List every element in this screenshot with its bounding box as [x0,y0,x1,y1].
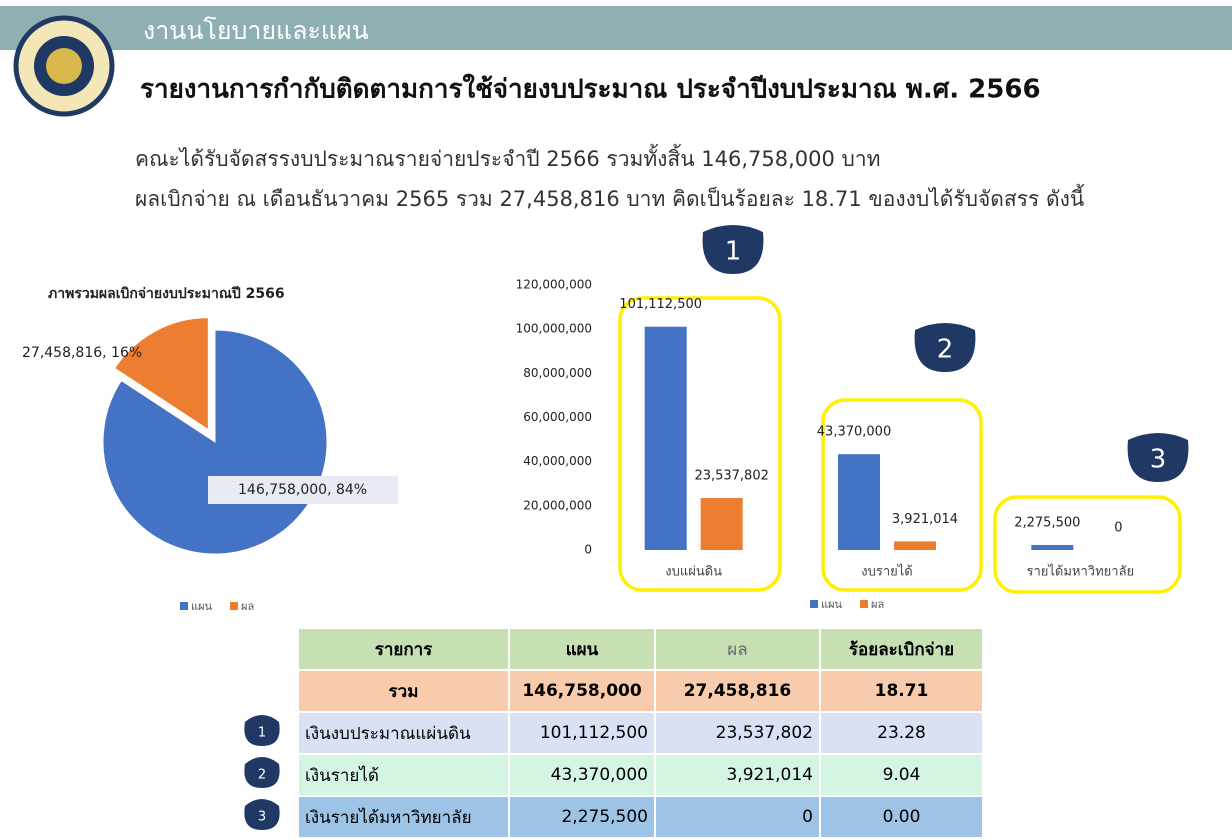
legend-swatch [810,600,818,608]
data-row: เงินรายได้ 43,370,000 3,921,014 9.04 [297,753,984,797]
data-label: 0 [1114,521,1122,536]
cell: เงินงบประมาณแผ่นดิน [297,711,510,755]
x-tick-label: งบรายได้ [861,564,912,580]
pie-slice [114,317,209,431]
legend-swatch [230,602,238,610]
label-box [208,476,398,504]
header-title: รายงานการกำกับติดตามการใช้จ่ายงบประมาณ ป… [140,74,1041,105]
x-tick-label: งบแผ่นดิน [665,565,722,580]
badge-number: 1 [258,726,266,741]
legend-label: แผน [191,600,213,613]
header-cell: ผล [654,627,821,671]
x-tick-label: รายได้มหาวิทยาลัย [1026,564,1134,580]
data-row: เงินงบประมาณแผ่นดิน 101,112,500 23,537,802… [297,711,984,755]
cell: 101,112,500 [508,711,656,755]
badge [244,799,280,830]
data-label: 3,921,014 [892,512,958,527]
y-tick-label: 60,000,000 [523,410,592,424]
bar [644,326,687,550]
legend-label: แผน [821,598,843,611]
legend-label: ผล [241,600,254,613]
badge [244,757,280,788]
cell: เงินรายได้มหาวิทยาลัย [297,795,510,839]
cell: 0 [654,795,821,839]
y-tick-label: 20,000,000 [523,498,592,512]
bar [1031,544,1074,550]
group-frame [618,296,782,592]
data-label: 2,275,500 [1014,515,1080,530]
chart-title: ภาพรวมผลเบิกจ่ายงบประมาณปี 2566 [48,286,285,302]
legend-swatch [180,602,188,610]
badge [914,323,976,372]
badge [244,715,280,746]
summary-table: รายการ แผน ผล ร้อยละเบิกจ่าย รวม 146,758,000 2… [297,627,984,839]
bar [700,498,743,550]
logo-emblem [46,48,82,84]
data-row: เงินรายได้มหาวิทยาลัย 2,275,500 0 0.00 [297,795,984,839]
cell: 43,370,000 [508,753,656,797]
summary-line: ผลเบิกจ่าย ณ เดือนธันวาคม 2565 รวม 27,45… [135,184,1084,211]
header-cell: รายการ [297,627,510,671]
cell: 23.28 [819,711,984,755]
data-label: 146,758,000, 84% [238,482,367,498]
y-tick-label: 0 [584,543,592,557]
badge-number: 1 [725,237,742,267]
header-row: รายการ แผน ผล ร้อยละเบิกจ่าย [297,627,984,671]
total-row: รวม 146,758,000 27,458,816 18.71 [297,669,984,713]
cell: รวม [297,669,510,713]
header-band [0,6,1232,50]
y-tick-label: 100,000,000 [516,322,592,336]
cell: 2,275,500 [508,795,656,839]
bar [894,541,936,550]
data-label: 43,370,000 [817,425,891,440]
badge [1127,433,1189,482]
cell: 9.04 [819,753,984,797]
badge-number: 2 [937,335,954,365]
badge [702,225,764,274]
cell: 0.00 [819,795,984,839]
header-unit: งานนโยบายและแผน [143,16,369,45]
badge-number: 2 [258,768,266,783]
group-frame [993,495,1182,594]
summary-line: คณะได้รับจัดสรรงบประมาณรายจ่ายประจำปี 25… [135,144,881,171]
bar [838,454,880,550]
legend-swatch [860,600,868,608]
group-frame [821,398,983,592]
y-tick-label: 40,000,000 [523,454,592,468]
y-tick-label: 120,000,000 [516,278,592,292]
cell: 18.71 [819,669,984,713]
y-tick-label: 80,000,000 [523,366,592,380]
cell: 146,758,000 [508,669,656,713]
cell: 3,921,014 [654,753,821,797]
data-label: 27,458,816, 16% [22,345,142,361]
header-cell: แผน [508,627,656,671]
data-label: 23,537,802 [694,469,768,484]
cell: เงินรายได้ [297,753,510,797]
legend-label: ผล [871,598,884,611]
data-label: 101,112,500 [619,297,702,312]
cell: 27,458,816 [654,669,821,713]
badge-number: 3 [258,810,266,825]
cell: 23,537,802 [654,711,821,755]
badge-number: 3 [1150,445,1167,475]
header-cell: ร้อยละเบิกจ่าย [819,627,984,671]
